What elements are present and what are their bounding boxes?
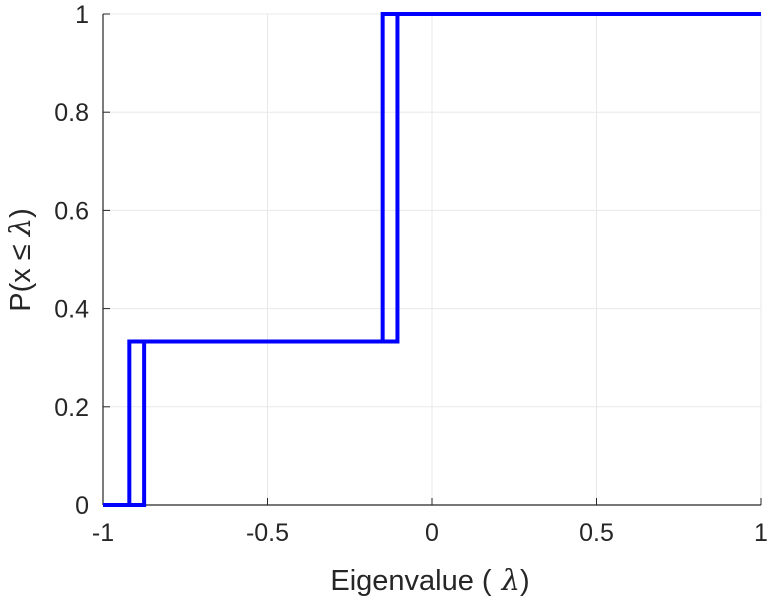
series-lines: [103, 12, 761, 507]
grid: [102, 13, 762, 506]
y-tick-label: 0.2: [54, 394, 89, 422]
x-axis-label: Eigenvalue (λ): [330, 563, 529, 597]
axes: [102, 13, 762, 506]
x-tick-label: -1: [92, 519, 114, 547]
tick-labels: -1 -0.5 0 0.5 1 0 0.2 0.4 0.6 0.8 1: [54, 1, 768, 547]
y-tick-label: 0.8: [54, 99, 89, 127]
y-axis-label: P(x ≤λ): [3, 208, 37, 312]
y-tick-label: 1: [75, 1, 89, 29]
x-tick-label: 0: [425, 519, 439, 547]
y-tick-label: 0.6: [54, 197, 89, 225]
x-tick-label: 0.5: [579, 519, 614, 547]
x-tick-label: -0.5: [246, 519, 289, 547]
y-tick-label: 0: [75, 492, 89, 520]
y-tick-label: 0.4: [54, 296, 89, 324]
cdf-step-line-2: [103, 12, 761, 507]
x-tick-label: 1: [754, 519, 768, 547]
